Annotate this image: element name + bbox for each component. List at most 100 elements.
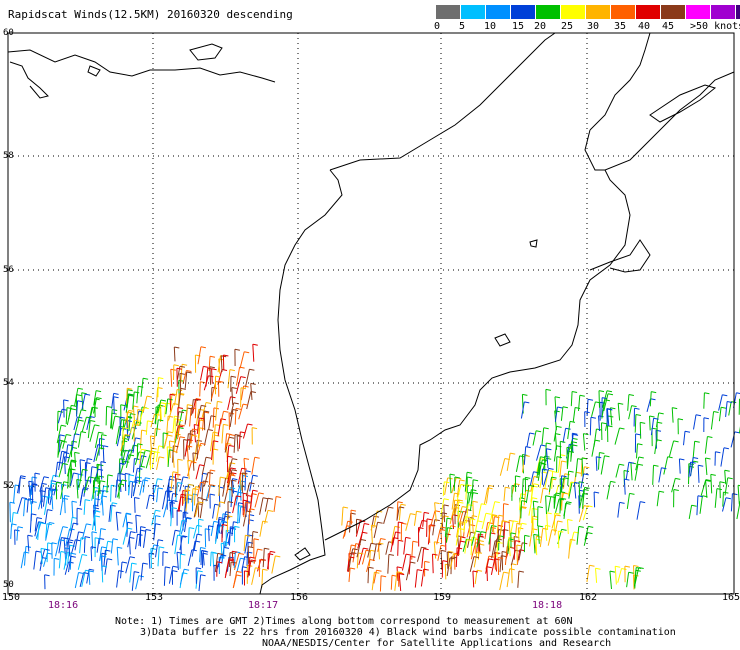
wind-barb (163, 434, 168, 449)
scale-label: 5 (459, 21, 466, 32)
wind-barb (207, 484, 211, 499)
wind-barb-flag (495, 551, 501, 554)
wind-barb-flag (441, 549, 447, 552)
wind-barb-flag (552, 471, 558, 473)
wind-barb-flag (350, 509, 357, 512)
scale-swatch (561, 5, 586, 19)
wind-barb-flag (637, 463, 644, 466)
wind-barb (134, 497, 136, 513)
wind-barb (244, 369, 250, 388)
lon-label: 153 (145, 592, 164, 603)
wind-barb (496, 542, 499, 558)
wind-barb (719, 481, 721, 499)
wind-barb-flag (113, 396, 119, 399)
wind-barb (83, 499, 86, 515)
wind-barb-flag (252, 474, 258, 477)
wind-barb (235, 492, 239, 506)
wind-barb-flag (231, 561, 237, 564)
wind-barb (139, 479, 144, 496)
wind-barb-flag (248, 546, 254, 549)
wind-barb-flag (240, 431, 246, 434)
wind-barb-flag (219, 486, 225, 489)
wind-barb-flag (351, 544, 357, 547)
wind-barb (493, 552, 496, 570)
wind-barb-flag (54, 557, 60, 560)
wind-barb (79, 572, 85, 588)
wind-barb-flag (563, 477, 569, 480)
wind-barb-flag (221, 554, 227, 557)
wind-barb (372, 543, 377, 562)
wind-barb-flag (398, 521, 404, 524)
wind-barb-flag (157, 487, 164, 490)
wind-barb-flag (162, 551, 169, 554)
wind-barb-flag (567, 519, 573, 521)
wind-barb-flag (358, 552, 364, 555)
wind-barb-flag (179, 436, 186, 439)
wind-barb (579, 493, 584, 509)
wind-barb-flag (83, 572, 89, 575)
wind-barb (132, 437, 136, 454)
wind-barb (40, 548, 43, 564)
wind-barb (212, 504, 216, 519)
wind-barb (367, 543, 372, 558)
wind-barb-flag (172, 565, 178, 568)
wind-barb (196, 440, 198, 459)
wind-barb-flag (62, 497, 69, 500)
wind-barb-flag (174, 415, 180, 418)
wind-barb-flag (370, 549, 376, 552)
wind-barb (541, 427, 545, 445)
wind-barb (83, 480, 87, 497)
wind-barb-flag (20, 477, 26, 480)
wind-barb-flag (690, 461, 696, 464)
wind-barb-flag (174, 346, 180, 349)
wind-barb-flag (732, 493, 738, 496)
wind-barb-flag (192, 488, 199, 490)
wind-barb-flag (397, 501, 403, 504)
wind-barb (117, 479, 123, 498)
wind-barb-flag (475, 530, 481, 533)
wind-barb-flag (694, 440, 700, 443)
wind-barb (391, 526, 396, 544)
wind-barb (203, 410, 206, 431)
wind-barb-flag (515, 540, 521, 543)
wind-barb-flag (216, 561, 223, 564)
wind-barb-flag (518, 570, 524, 573)
wind-barb (704, 436, 708, 454)
wind-barb-flag (405, 553, 412, 556)
wind-barb (464, 472, 468, 492)
wind-barb (93, 390, 97, 406)
wind-barb (71, 539, 76, 554)
wind-barb-flag (129, 556, 135, 559)
wind-barb-flag (199, 417, 205, 420)
wind-barb-flag (470, 518, 476, 521)
wind-barb (34, 517, 38, 532)
wind-barb-flag (503, 571, 509, 574)
wind-barb-flag (64, 456, 70, 459)
wind-barb-flag (522, 393, 528, 396)
wind-barb (60, 481, 65, 499)
wind-barb (370, 525, 373, 544)
wind-barb-flag (467, 539, 473, 542)
scale-swatch (461, 5, 486, 19)
wind-barb-flag (101, 552, 107, 555)
wind-barb (251, 531, 254, 547)
wind-barb-flag (209, 485, 216, 488)
wind-barb-flag (172, 471, 178, 474)
wind-barb (105, 406, 108, 426)
wind-barb-flag (113, 392, 119, 395)
wind-barb-flag (177, 407, 183, 409)
wind-barb-flag (223, 410, 229, 413)
wind-barb-flag (81, 409, 87, 412)
wind-barb-flag (635, 569, 641, 572)
wind-barb-flag (738, 484, 740, 487)
wind-barb-flag (657, 421, 663, 424)
wind-barb (529, 471, 534, 486)
wind-barb-flag (183, 439, 189, 441)
wind-barb (494, 552, 497, 572)
wind-barb-flag (68, 539, 74, 542)
wind-barb-flag (203, 480, 209, 483)
wind-barb-flag (131, 562, 137, 565)
wind-barb (567, 519, 569, 535)
wind-barb-flag (228, 444, 234, 447)
wind-barb (398, 573, 402, 592)
